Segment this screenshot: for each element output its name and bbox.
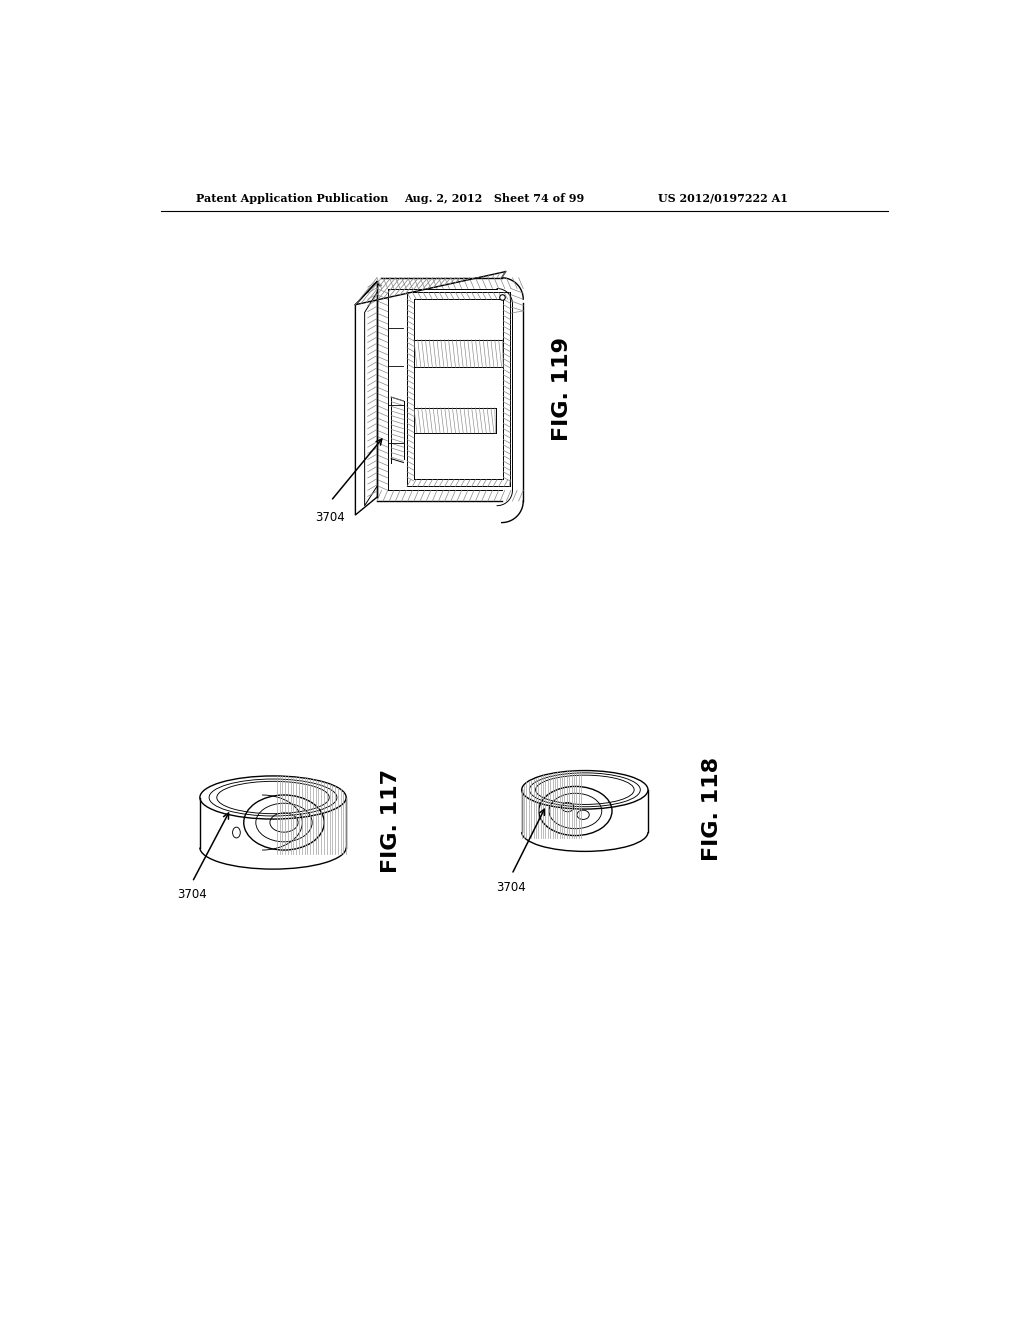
Text: FIG. 117: FIG. 117 xyxy=(381,768,400,873)
Text: 3704: 3704 xyxy=(177,888,207,902)
Text: Patent Application Publication: Patent Application Publication xyxy=(196,193,388,205)
Text: Aug. 2, 2012   Sheet 74 of 99: Aug. 2, 2012 Sheet 74 of 99 xyxy=(403,193,584,205)
Text: FIG. 118: FIG. 118 xyxy=(701,756,722,861)
Text: 3704: 3704 xyxy=(497,880,526,894)
Text: US 2012/0197222 A1: US 2012/0197222 A1 xyxy=(658,193,787,205)
Text: FIG. 119: FIG. 119 xyxy=(552,338,571,441)
Text: 3704: 3704 xyxy=(315,511,345,524)
